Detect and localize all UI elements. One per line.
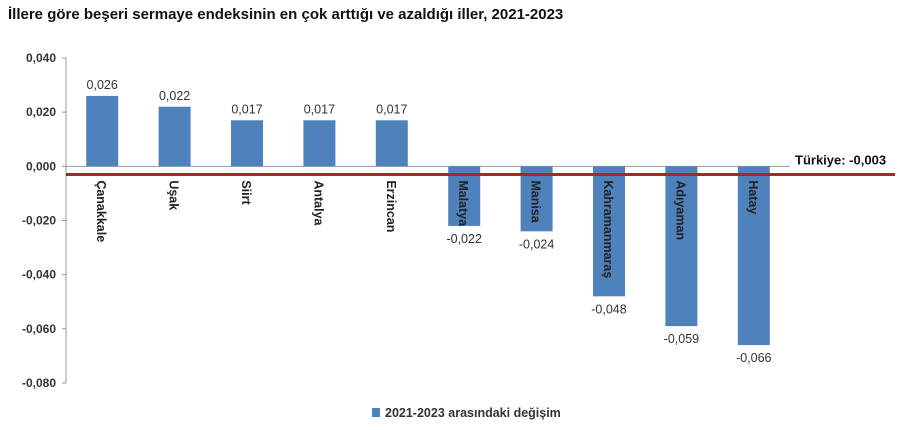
category-label: Uşak [167, 180, 181, 210]
legend-swatch [372, 408, 380, 417]
bar [520, 166, 553, 232]
bar [86, 95, 119, 167]
data-label: -0,022 [446, 232, 481, 246]
y-tick-label: -0,080 [22, 376, 56, 390]
data-label: -0,059 [664, 332, 699, 346]
y-tick-label: -0,060 [22, 322, 56, 336]
y-tick-label: 0,040 [26, 51, 56, 65]
y-tick-label: 0,020 [26, 105, 56, 119]
category-label: Malatya [456, 180, 470, 227]
data-label: 0,017 [231, 102, 262, 116]
legend-label: 2021-2023 arasındaki değişim [385, 406, 561, 420]
category-label: Kahramanmaraş [601, 180, 615, 278]
category-label: Çanakkale [94, 180, 108, 242]
category-label: Adıyaman [673, 180, 687, 240]
data-label: 0,017 [376, 102, 407, 116]
bar [303, 120, 336, 167]
category-label: Siirt [239, 180, 253, 205]
data-label: 0,026 [87, 78, 118, 92]
y-tick-label: -0,040 [22, 268, 56, 282]
category-label: Antalya [311, 180, 325, 226]
data-label: -0,048 [591, 302, 626, 316]
data-label: -0,024 [519, 237, 554, 251]
reference-line-label: Türkiye: -0,003 [795, 152, 886, 167]
bar [665, 166, 698, 327]
y-tick-label: 0,000 [26, 159, 56, 173]
bar [593, 166, 625, 297]
data-label: 0,017 [304, 102, 335, 116]
chart-title: İllere göre beşeri sermaye endeksinin en… [8, 6, 564, 23]
bar [375, 120, 408, 167]
category-label: Hatay [746, 180, 760, 214]
data-label: -0,066 [736, 351, 771, 365]
bar [158, 106, 191, 167]
category-label: Manisa [529, 180, 543, 223]
data-label: 0,022 [159, 89, 190, 103]
category-label: Erzincan [384, 180, 398, 232]
bar [737, 166, 770, 346]
bar [231, 120, 263, 167]
y-tick-label: -0,020 [22, 214, 56, 228]
bar [448, 166, 481, 226]
